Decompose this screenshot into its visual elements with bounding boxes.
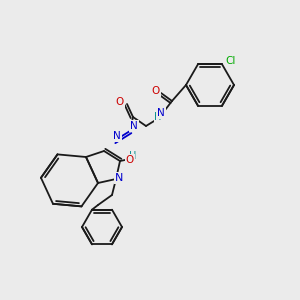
Text: O: O — [126, 155, 134, 165]
Text: Cl: Cl — [226, 56, 236, 66]
Text: H: H — [154, 112, 162, 122]
Text: H: H — [129, 151, 137, 161]
Text: N: N — [130, 121, 138, 131]
Text: N: N — [157, 108, 165, 118]
Text: N: N — [115, 173, 123, 183]
Text: O: O — [152, 86, 160, 96]
Text: N: N — [113, 131, 121, 141]
Text: O: O — [116, 97, 124, 107]
